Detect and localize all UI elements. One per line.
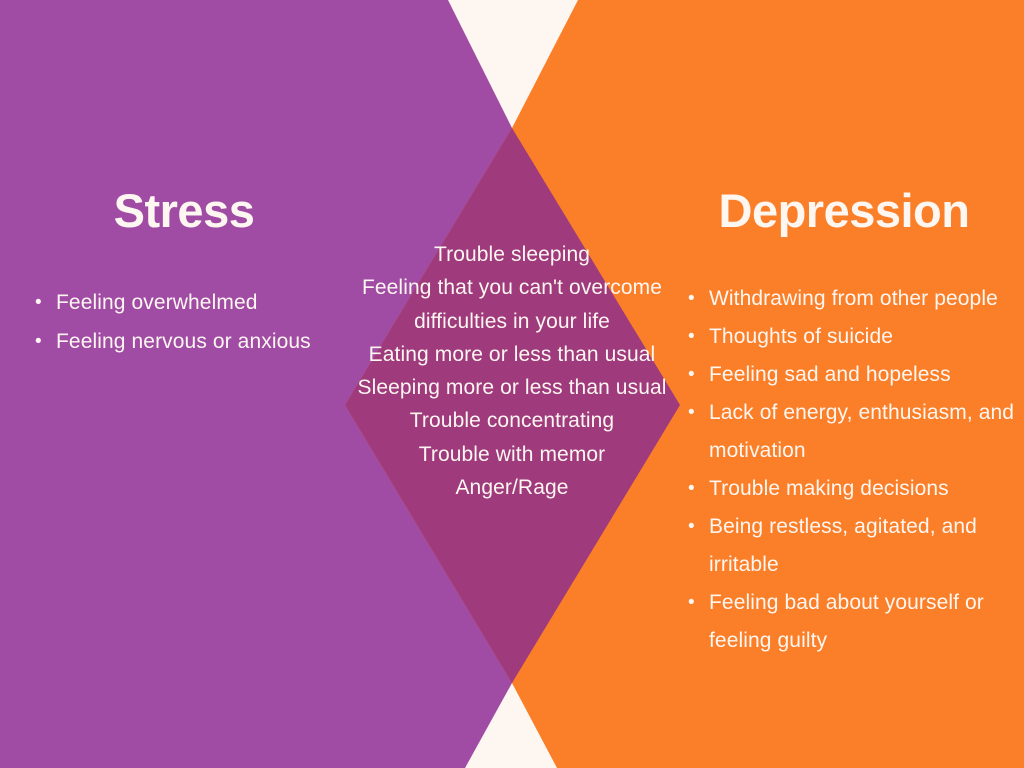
list-item: Eating more or less than usual xyxy=(368,342,656,366)
list-item: Trouble making decisions xyxy=(686,470,1016,508)
list-item: Being restless, agitated, and irritable xyxy=(686,508,1016,584)
list-item: Trouble with memor xyxy=(418,442,606,466)
list-item: Trouble concentrating xyxy=(409,409,615,433)
list-item: Thoughts of suicide xyxy=(686,318,1016,356)
depression-column: Depression Withdrawing from other people… xyxy=(660,0,1024,768)
list-item: Feeling overwhelmed xyxy=(33,283,383,322)
depression-symptom-list: Withdrawing from other people Thoughts o… xyxy=(686,280,1016,660)
list-item: Sleeping more or less than usual xyxy=(357,376,667,400)
list-item: Feeling bad about yourself or feeling gu… xyxy=(686,584,1016,660)
overlap-diamond-shape xyxy=(345,128,680,683)
shared-symptoms-column: Trouble sleeping Feeling that you can't … xyxy=(352,0,672,768)
list-item: Feeling nervous or anxious xyxy=(33,322,383,361)
stress-heading: Stress xyxy=(113,184,255,237)
list-item: Feeling sad and hopeless xyxy=(686,356,1016,394)
list-item: Lack of energy, enthusiasm, and motivati… xyxy=(686,394,1016,470)
list-item: Anger/Rage xyxy=(455,476,569,500)
depression-heading: Depression xyxy=(718,184,970,237)
stress-column: Stress Feeling overwhelmed Feeling nervo… xyxy=(0,0,400,768)
list-item: Trouble sleeping xyxy=(433,243,591,266)
shared-symptom-list: Trouble sleeping Feeling that you can't … xyxy=(352,238,672,504)
list-item: Feeling that you can't overcome difficul… xyxy=(361,276,663,333)
stress-symptom-list: Feeling overwhelmed Feeling nervous or a… xyxy=(33,283,383,361)
list-item: Withdrawing from other people xyxy=(686,280,1016,318)
